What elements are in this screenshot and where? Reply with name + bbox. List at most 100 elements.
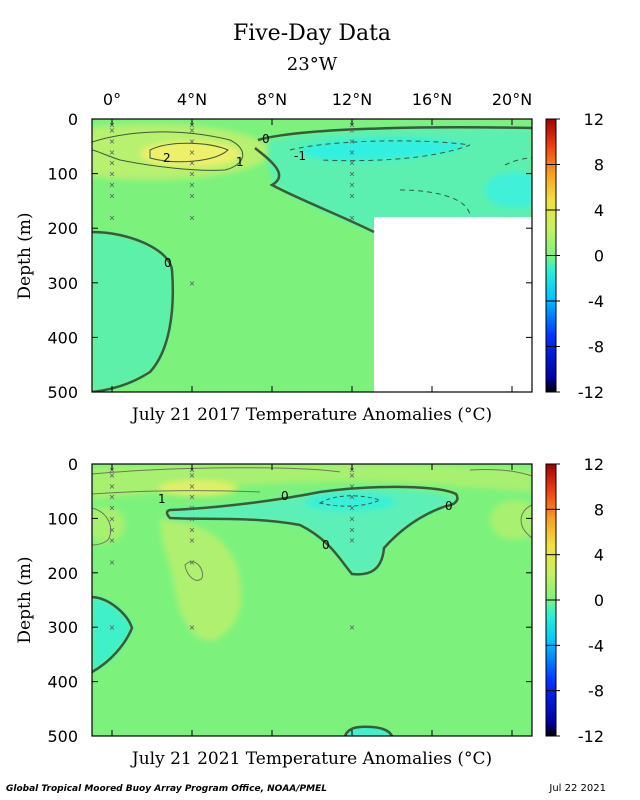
top-x-tick-label: 12°N <box>332 90 372 109</box>
top-contour-one <box>92 131 243 171</box>
top-deep-cool-anomaly <box>92 232 173 392</box>
top-plot-frame <box>91 118 533 393</box>
top-panel: 0 -1 2 1 0 ×××××××××××××××××××××××××××× … <box>15 90 604 425</box>
top-sample-marker: × <box>189 159 196 168</box>
bottom-sample-marker: × <box>189 493 196 502</box>
top-sample-marker: × <box>349 170 356 179</box>
top-contour-label: -1 <box>294 149 306 163</box>
bottom-sample-marker: × <box>349 471 356 480</box>
bottom-cool-anomaly <box>170 488 460 575</box>
chart-title: Five-Day Data <box>233 21 391 46</box>
bottom-contour-zero-bottom <box>343 725 394 736</box>
bottom-warm-subsurface <box>160 520 242 641</box>
footer-date: Jul 22 2021 <box>548 783 606 794</box>
bottom-sample-marker: × <box>189 525 196 534</box>
bottom-contour-zero-main <box>165 485 459 576</box>
top-y-tick-label: 200 <box>47 219 78 238</box>
top-sample-marker: × <box>349 213 356 222</box>
bottom-sample-marker: × <box>189 623 196 632</box>
top-colorbar-ticks: 12 8 4 0 -4 -8 -12 <box>546 110 604 402</box>
top-sample-marker: × <box>349 181 356 190</box>
bottom-colorbar-tick-label: 8 <box>594 500 604 519</box>
bottom-y-tick-label: 500 <box>47 727 78 746</box>
bottom-sample-marker: × <box>109 493 116 502</box>
bottom-contour-one <box>92 467 341 495</box>
bottom-sample-marker: × <box>349 504 356 513</box>
bottom-cool-core <box>305 493 395 511</box>
top-sample-marker: × <box>109 213 116 222</box>
bottom-colorbar-tick-label: -12 <box>578 727 604 746</box>
top-sample-marker: × <box>109 159 116 168</box>
top-contour-two <box>149 142 229 163</box>
bottom-y-tick-label: 400 <box>47 673 78 692</box>
bottom-contour-zero-deep <box>92 595 134 674</box>
bottom-y-tick-label: 200 <box>47 564 78 583</box>
top-sample-marker: × <box>189 126 196 135</box>
top-sample-marker: × <box>189 181 196 190</box>
top-colorbar-tick-label: -12 <box>578 383 604 402</box>
bottom-sample-marker: × <box>349 623 356 632</box>
bottom-sample-marker: × <box>109 471 116 480</box>
bottom-contour-one-sub <box>184 561 204 581</box>
top-cool-anomaly-east <box>485 172 532 208</box>
bottom-sample-marker: × <box>189 514 196 523</box>
top-sample-marker: × <box>189 170 196 179</box>
top-sample-marker: × <box>349 191 356 200</box>
bottom-sample-marker: × <box>109 623 116 632</box>
top-colorbar-tick-label: 0 <box>594 247 604 266</box>
top-contour-zero-deep <box>92 230 175 392</box>
top-missing-data <box>374 217 532 392</box>
bottom-y-tick-label: 0 <box>68 455 78 474</box>
top-x-ticks: 0° 4°N 8°N 12°N 16°N 20°N <box>103 90 532 392</box>
bottom-colorbar-tick-label: 12 <box>584 455 604 474</box>
bottom-sample-marker: × <box>349 482 356 491</box>
bottom-x-ticks <box>111 464 513 736</box>
bottom-warm-west <box>92 507 125 543</box>
top-sample-marker: × <box>349 126 356 135</box>
top-sample-marker: × <box>189 137 196 146</box>
top-sample-marker: × <box>109 170 116 179</box>
chart-subtitle: 23°W <box>287 54 338 75</box>
bottom-contour-label: 0 <box>445 499 453 513</box>
bottom-colorbar-tick-label: 4 <box>594 546 604 565</box>
bottom-sample-marker: × <box>349 525 356 534</box>
top-sample-marker: × <box>189 191 196 200</box>
top-contour-minus-one-b <box>399 157 532 218</box>
top-sample-marker: × <box>349 137 356 146</box>
top-y-axis-label: Depth (m) <box>15 212 35 299</box>
top-sample-marker: × <box>189 213 196 222</box>
bottom-sample-marker: × <box>349 536 356 545</box>
top-sample-marker: × <box>189 279 196 288</box>
top-sample-marker: × <box>109 148 116 157</box>
bottom-deep-cool-anomaly <box>92 597 132 672</box>
top-colorbar-tick-label: 12 <box>584 110 604 129</box>
bottom-sample-marker: × <box>189 504 196 513</box>
bottom-sample-marker: × <box>349 514 356 523</box>
top-x-tick-label: 16°N <box>412 90 452 109</box>
bottom-warm-core <box>158 480 238 496</box>
top-x-tick-label: 4°N <box>177 90 207 109</box>
bottom-contour-one-west <box>92 469 532 546</box>
bottom-warm-east <box>490 500 532 540</box>
bottom-contour-minus-one <box>318 495 382 507</box>
bottom-colorbar-tick-label: -4 <box>588 636 604 655</box>
bottom-y-axis-label: Depth (m) <box>15 556 35 643</box>
bottom-sample-marker: × <box>349 493 356 502</box>
bottom-warm-surface <box>92 464 532 500</box>
bottom-plot-frame <box>91 463 533 737</box>
top-y-tick-label: 0 <box>68 110 78 129</box>
top-sample-marker: × <box>109 126 116 135</box>
top-colorbar-tick-label: 4 <box>594 201 604 220</box>
top-y-tick-label: 300 <box>47 274 78 293</box>
top-sample-marker: × <box>109 191 116 200</box>
bottom-colorbar-tick-label: 0 <box>594 591 604 610</box>
top-colorbar-tick-label: 8 <box>594 156 604 175</box>
top-sample-marker: × <box>109 181 116 190</box>
top-x-tick-label: 20°N <box>492 90 532 109</box>
top-cool-anomaly-inner <box>300 137 470 161</box>
top-sample-marker: × <box>349 148 356 157</box>
top-sample-marker: × <box>189 148 196 157</box>
bottom-sample-marker: × <box>109 514 116 523</box>
